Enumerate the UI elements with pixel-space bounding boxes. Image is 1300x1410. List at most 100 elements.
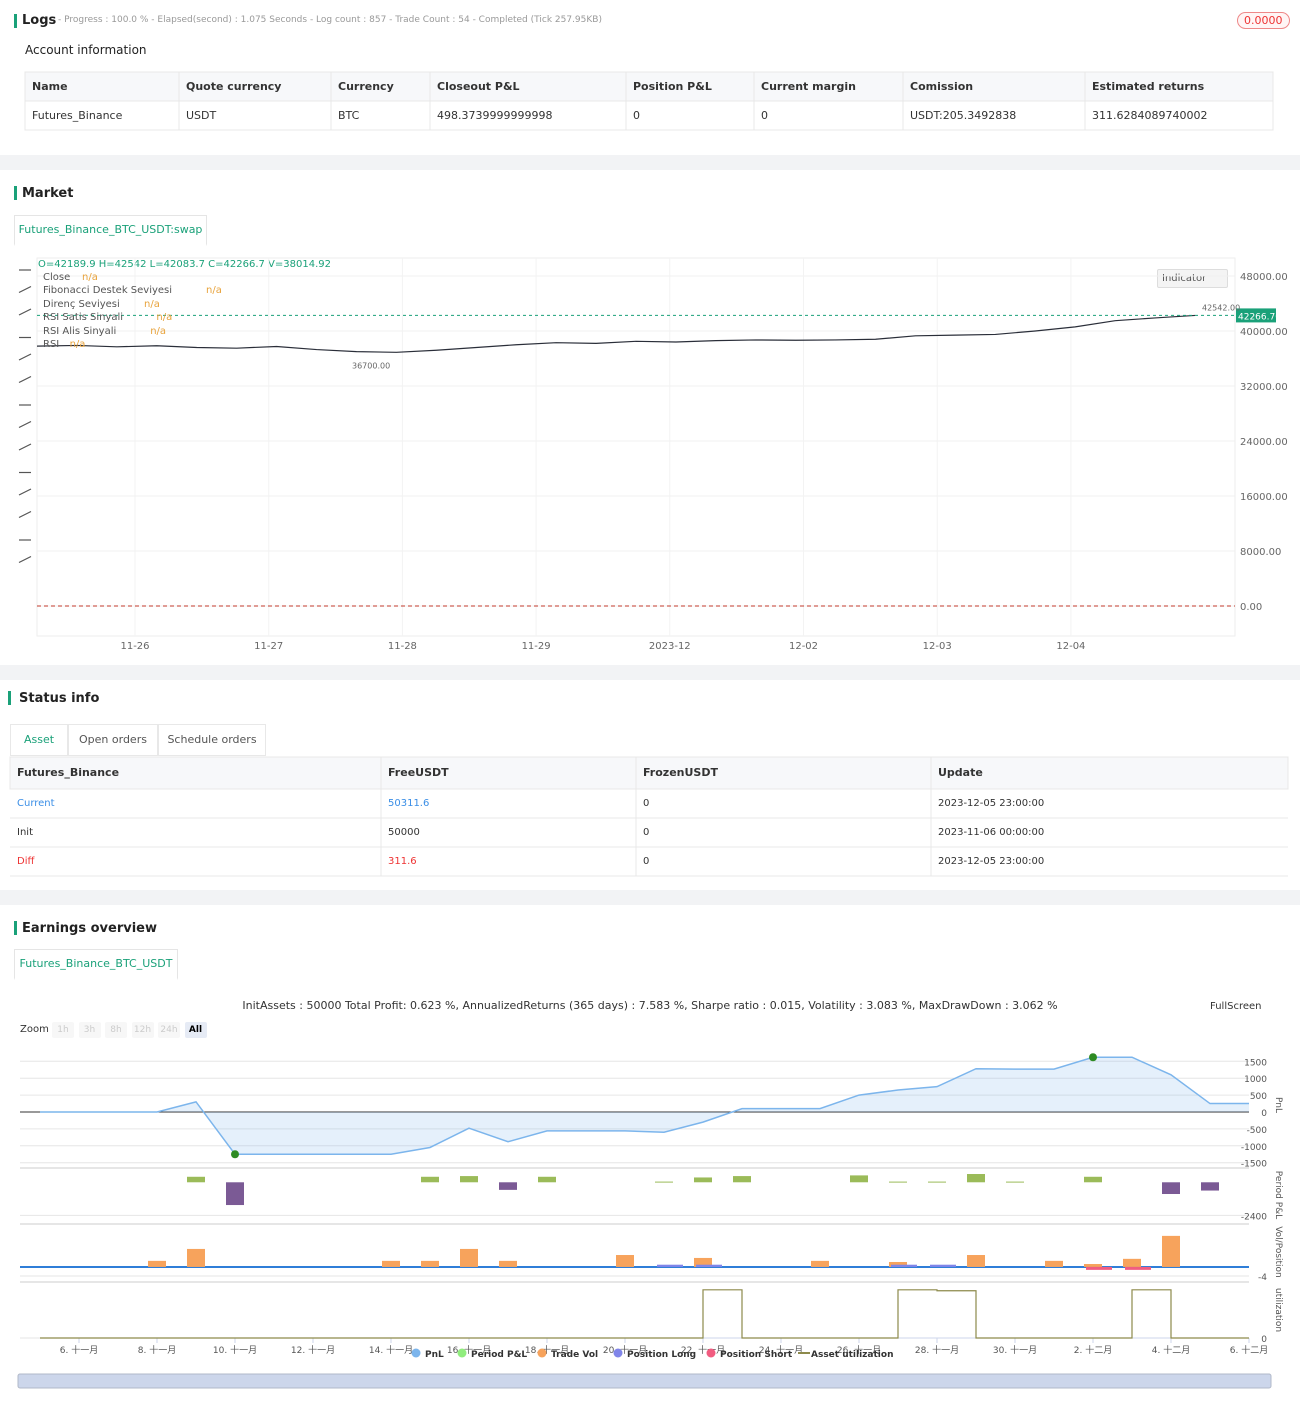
accent bbox=[14, 186, 17, 200]
table-cell: 0 bbox=[643, 798, 650, 809]
table-cell: 2023-12-05 23:00:00 bbox=[938, 856, 1045, 867]
legend-name: Direnç Seviyesi bbox=[43, 298, 120, 310]
bar bbox=[657, 1264, 683, 1267]
bar bbox=[1123, 1258, 1141, 1267]
legend-label: Position Short bbox=[720, 1350, 793, 1360]
fullscreen-button[interactable]: FullScreen bbox=[1210, 1001, 1262, 1012]
navigator[interactable] bbox=[17, 1373, 1272, 1389]
toolbar-icon bbox=[18, 353, 32, 361]
x-tick-label: 26. 十一月 bbox=[837, 1344, 881, 1356]
table-cell: 498.3739999999998 bbox=[437, 109, 553, 122]
legend-symbol bbox=[537, 1348, 547, 1358]
table-header: Closeout P&L bbox=[437, 80, 520, 93]
table-header: FrozenUSDT bbox=[643, 766, 718, 779]
table-cell: 50311.6 bbox=[388, 798, 430, 809]
market-tab[interactable]: Futures_Binance_BTC_USDT:swap bbox=[14, 215, 207, 246]
table-cell: BTC bbox=[338, 109, 360, 122]
indicator-button[interactable]: Indicator bbox=[1157, 269, 1228, 288]
x-tick-label: 12. 十一月 bbox=[291, 1344, 335, 1356]
bar bbox=[1162, 1235, 1180, 1267]
y-tick-label: 0.00 bbox=[1240, 602, 1262, 613]
axis-label: Vol/Position bbox=[1273, 1226, 1283, 1278]
bar bbox=[930, 1264, 956, 1267]
bar bbox=[421, 1260, 439, 1267]
x-tick-label: 2. 十二月 bbox=[1074, 1344, 1112, 1356]
legend-value: n/a bbox=[150, 325, 167, 337]
bar bbox=[148, 1260, 166, 1267]
x-tick-label: 12-02 bbox=[789, 641, 818, 652]
table-cell: 2023-12-05 23:00:00 bbox=[938, 798, 1045, 809]
earnings-section bbox=[0, 905, 1300, 1410]
earnings-tab[interactable]: Futures_Binance_BTC_USDT bbox=[14, 949, 178, 980]
toolbar-icon bbox=[18, 420, 32, 429]
x-tick-label: 14. 十一月 bbox=[369, 1344, 413, 1356]
y-tick-label: -2400 bbox=[1241, 1212, 1267, 1222]
bar bbox=[1201, 1182, 1219, 1191]
zoom-button[interactable]: 24h bbox=[158, 1022, 180, 1038]
bar bbox=[499, 1260, 517, 1267]
y-tick-label: 24000.00 bbox=[1240, 437, 1288, 448]
accent bbox=[14, 14, 17, 28]
y-tick-label: 0 bbox=[1261, 1109, 1267, 1119]
high-label: 42542.00 bbox=[1202, 304, 1240, 313]
table-cell: 0 bbox=[643, 827, 650, 838]
y-tick-label: 0 bbox=[1261, 1335, 1267, 1345]
bar bbox=[655, 1181, 673, 1183]
ohlc: O=42189.9 H=42542 L=42083.7 C=42266.7 V=… bbox=[38, 259, 331, 270]
legend-symbol bbox=[613, 1348, 623, 1358]
table-header: Name bbox=[32, 80, 68, 93]
low-label: 36700.00 bbox=[352, 362, 390, 371]
bar bbox=[696, 1264, 722, 1267]
table-header: Estimated returns bbox=[1092, 80, 1205, 93]
zoom-button[interactable]: 1h bbox=[52, 1022, 74, 1038]
logs-title: Logs bbox=[22, 13, 57, 28]
x-tick-label: 6. 十二月 bbox=[1230, 1344, 1268, 1356]
y-tick-label: 16000.00 bbox=[1240, 492, 1288, 503]
bar bbox=[499, 1182, 517, 1190]
table-cell: Diff bbox=[17, 856, 35, 867]
price-line bbox=[36, 314, 1196, 353]
legend-name: RSI Alis Sinyali bbox=[43, 325, 117, 337]
table-header-bg bbox=[24, 71, 1274, 102]
table-cell: 50000 bbox=[388, 827, 420, 838]
zoom-button[interactable]: All bbox=[184, 1022, 207, 1038]
legend-value: n/a bbox=[206, 285, 222, 297]
status-tab[interactable]: Asset bbox=[10, 724, 68, 756]
x-tick-label: 18. 十一月 bbox=[525, 1344, 569, 1356]
table-header: Quote currency bbox=[186, 80, 282, 93]
bar bbox=[850, 1175, 868, 1183]
y-tick-label: -4 bbox=[1258, 1273, 1267, 1283]
pnl-area bbox=[40, 1057, 1249, 1155]
account-title: Account information bbox=[25, 43, 147, 57]
bar bbox=[733, 1176, 751, 1183]
status-tab[interactable]: Open orders bbox=[68, 724, 158, 756]
y-tick-label: -500 bbox=[1247, 1126, 1268, 1136]
axis-label: Period P&L bbox=[1273, 1171, 1283, 1219]
zoom-button[interactable]: 8h bbox=[105, 1022, 127, 1038]
x-tick-label: 12-04 bbox=[1056, 641, 1085, 652]
bar bbox=[382, 1260, 400, 1267]
bar bbox=[811, 1260, 829, 1267]
earnings-summary: InitAssets : 50000 Total Profit: 0.623 %… bbox=[242, 999, 1058, 1012]
badge: 0.0000 bbox=[1237, 12, 1290, 29]
table-header: Position P&L bbox=[633, 80, 712, 93]
zoom-label: Zoom bbox=[20, 1024, 49, 1035]
table-header: Comission bbox=[910, 80, 974, 93]
toolbar-icon bbox=[18, 488, 32, 496]
bar bbox=[538, 1176, 556, 1183]
legend-label: Period P&L bbox=[471, 1350, 527, 1360]
bar bbox=[1084, 1176, 1102, 1183]
y-tick-label: 1500 bbox=[1244, 1058, 1267, 1068]
accent bbox=[8, 691, 11, 705]
last-price-label: 42266.70 bbox=[1238, 312, 1281, 322]
toolbar-icon bbox=[18, 510, 32, 519]
legend-label: Trade Vol bbox=[551, 1350, 598, 1360]
zoom-button[interactable]: 12h bbox=[131, 1022, 154, 1038]
status-tab[interactable]: Schedule orders bbox=[158, 724, 266, 756]
legend-symbol bbox=[411, 1348, 421, 1358]
table-cell: Current bbox=[17, 798, 55, 809]
legend-name: Fibonacci Destek Seviyesi bbox=[43, 285, 173, 297]
bar bbox=[1006, 1181, 1024, 1183]
zoom-button[interactable]: 3h bbox=[78, 1022, 101, 1038]
